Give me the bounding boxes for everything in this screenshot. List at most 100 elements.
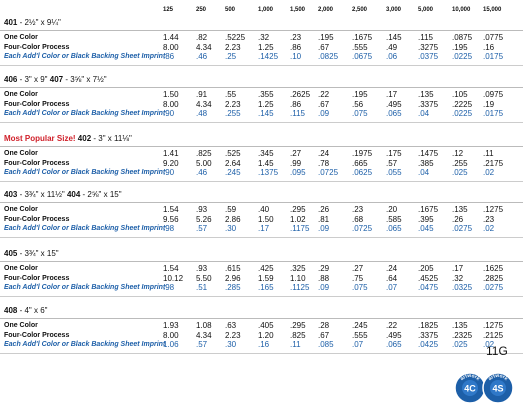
price: .3275 — [418, 42, 439, 52]
quantity-header: 2,500 — [352, 7, 368, 13]
price: 4.34 — [196, 42, 212, 52]
price: .16 — [258, 340, 270, 349]
badge-caption: artwork — [487, 373, 509, 382]
divider — [0, 296, 523, 297]
price: .49 — [386, 42, 398, 52]
price: .395 — [418, 214, 434, 224]
price: .98 — [163, 224, 175, 233]
price: 1.93 — [163, 321, 179, 330]
price: .09 — [318, 283, 330, 292]
style-code: 403 — [4, 190, 18, 199]
price: .63 — [225, 321, 237, 330]
price: 1.20 — [258, 330, 274, 340]
price: .2825 — [483, 273, 504, 283]
price: .135 — [452, 205, 468, 214]
row-label: Four-Color Process — [4, 331, 70, 339]
price: .555 — [352, 42, 368, 52]
price: .195 — [452, 42, 468, 52]
price: .135 — [418, 90, 434, 99]
price: .56 — [352, 99, 364, 109]
price: .165 — [258, 283, 274, 292]
section-title: Most Popular Size! 402 - 3" x 11⅛" — [4, 134, 132, 143]
price: .495 — [386, 330, 402, 340]
popular-badge: Most Popular Size! — [4, 134, 76, 143]
price: .86 — [163, 52, 175, 61]
price: .0875 — [452, 33, 473, 42]
price: .0725 — [352, 224, 373, 233]
row-label: One Color — [4, 206, 38, 213]
price: .91 — [196, 90, 208, 99]
price: 2.23 — [225, 330, 241, 340]
price: .26 — [452, 214, 464, 224]
price: .81 — [318, 214, 330, 224]
price: .46 — [196, 52, 208, 61]
price: 2.86 — [225, 214, 241, 224]
price: 8.00 — [163, 42, 179, 52]
divider — [0, 87, 523, 88]
price: .825 — [196, 149, 212, 158]
quantity-header: 5,000 — [418, 7, 434, 13]
price: .2325 — [452, 330, 473, 340]
price: .17 — [258, 224, 270, 233]
price: .04 — [418, 168, 430, 177]
row-label: Each Add'l Color or Black Backing Sheet … — [4, 225, 166, 232]
style-code: 405 — [4, 249, 18, 258]
price: 4.34 — [196, 330, 212, 340]
quantity-header: 250 — [196, 7, 207, 13]
price: .065 — [386, 109, 402, 118]
price: .1275 — [483, 205, 504, 214]
price: .3375 — [418, 330, 439, 340]
price: 5.00 — [196, 158, 212, 168]
price: .55 — [225, 90, 237, 99]
price: .1825 — [418, 321, 439, 330]
style-size: - 2⅝" x 15" — [82, 190, 122, 199]
price: .06 — [386, 52, 398, 61]
price: .02 — [483, 224, 495, 233]
price: .1375 — [258, 168, 279, 177]
quantity-header: 500 — [225, 7, 236, 13]
price: .23 — [352, 205, 364, 214]
price: .11 — [290, 340, 301, 349]
price: .24 — [386, 264, 398, 273]
price: .345 — [258, 149, 274, 158]
style-code: 402 — [77, 134, 92, 143]
price: 8.00 — [163, 330, 179, 340]
price: .115 — [290, 109, 305, 118]
price: 5.50 — [196, 273, 212, 283]
price: .17 — [452, 264, 464, 273]
style-code: 401 — [4, 18, 18, 27]
quantity-header: 3,000 — [386, 7, 402, 13]
price: .28 — [318, 321, 330, 330]
price: 10.12 — [163, 273, 184, 283]
divider — [0, 237, 523, 238]
price: .40 — [258, 205, 270, 214]
price: .025 — [452, 340, 468, 349]
price: .99 — [290, 158, 302, 168]
price: 1.45 — [258, 158, 274, 168]
price: .23 — [483, 214, 495, 224]
price: 4.34 — [196, 99, 212, 109]
badge-inner — [490, 380, 506, 396]
row-label: Each Add'l Color or Black Backing Sheet … — [4, 169, 166, 176]
price: .055 — [386, 168, 402, 177]
row-label: Four-Color Process — [4, 100, 70, 108]
price: 2.23 — [225, 99, 241, 109]
price: .0725 — [318, 168, 339, 177]
price: 1.41 — [163, 149, 179, 158]
price: .48 — [196, 109, 208, 118]
price: .555 — [352, 330, 368, 340]
price: .57 — [196, 340, 208, 349]
style-code: 406 — [4, 75, 18, 84]
divider — [0, 202, 523, 203]
style-size: - 2½" x 9¼" — [19, 18, 61, 27]
price: .065 — [386, 340, 402, 349]
price: .195 — [318, 33, 334, 42]
row-label: Four-Color Process — [4, 159, 70, 167]
quantity-header: 1,500 — [290, 7, 306, 13]
price: .205 — [418, 264, 434, 273]
price: .22 — [386, 321, 398, 330]
price: .67 — [318, 99, 330, 109]
quantity-header: 1,000 — [258, 7, 274, 13]
